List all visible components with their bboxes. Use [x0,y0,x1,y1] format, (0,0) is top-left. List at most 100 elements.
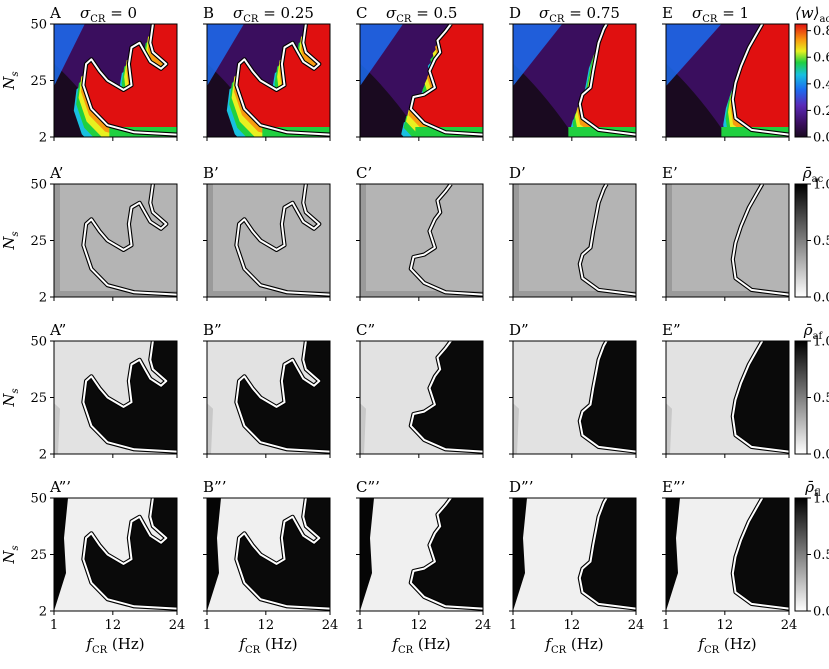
panel-cppp: C”’ 1 12 24 [356,478,491,633]
colorbar-gradient [794,23,808,138]
sigma-label: σCR = 0.25 [233,4,314,25]
y-tick-label: 2 [39,291,47,306]
panel-eppp: E”’ 1 12 24 [662,478,797,633]
contour-line [82,184,177,296]
y-tick-label: 2 [39,448,47,463]
y-axis-label: Ns [0,71,21,90]
panel-label: C”’ [356,478,380,496]
contour-line [578,498,636,610]
heatmap-blue-band [207,24,244,87]
x-tick-label: 12 [717,618,734,633]
panel-ep: E’ [662,164,790,301]
colorbar-0: 0.0 0.2 0.4 0.6 0.8⟨w⟩ac [794,4,829,146]
x-tick-label: 24 [475,618,492,633]
heatmap-edge [513,291,636,297]
panel-label: D”’ [509,478,533,496]
y-tick-label: 25 [30,548,47,563]
panel-label: A” [49,321,66,339]
panel-label: E [662,4,673,22]
contour-line [409,24,483,136]
y-tick-label: 2 [39,605,47,620]
panel-cpp: C” [356,321,484,458]
x-axis-label: fCR (Hz) [238,635,297,656]
heatmap-background [207,184,330,297]
heatmap-edge [207,184,213,297]
contour-line [578,341,636,453]
x-tick-label: 1 [662,618,670,633]
heatmap-left-band [54,403,60,454]
panel-ap: A’ 2 25 50 [30,164,178,306]
contour-line [409,341,483,453]
panel-label: C’ [356,164,372,182]
colorbar-3: 0.0 0.5 1.0ρ̄fl [794,478,829,620]
colorbar-label: ρ̄fl [804,478,821,499]
heatmap-edge [666,184,672,297]
colorbar-tick-label: 1.0 [813,178,829,193]
colorbar-tick-label: 0.0 [813,448,829,463]
sigma-label: σCR = 0.75 [539,4,620,25]
panel-label: E’ [662,164,678,182]
colorbar-tick-label: 0.0 [813,131,829,146]
heatmap-high-region [732,24,789,137]
x-tick-label: 24 [628,618,645,633]
heatmap-edge [360,184,366,297]
contour-line [409,184,483,296]
y-tick-label: 25 [30,234,47,249]
contour-line [235,24,330,136]
colorbar-tick-label: 0.8 [813,24,829,39]
y-tick-label: 50 [30,335,47,350]
heatmap-edge [207,291,330,297]
panel-label: E” [662,321,681,339]
contour-line [731,498,789,610]
panel-label: A’ [49,164,63,182]
y-tick-label: 25 [30,74,47,89]
colorbar-tick-label: 0.0 [813,291,829,306]
x-tick-label: 12 [564,618,581,633]
heatmap-low-region [666,63,728,137]
x-tick-label: 1 [356,618,364,633]
heatmap-left-band [513,403,519,454]
colorbar-tick-label: 0.5 [813,391,829,406]
colorbar-2: 0.0 0.5 1.0ρ̄af [794,321,829,463]
panel-label: B”’ [203,478,226,496]
colorbar-label: ρ̄ac [802,164,824,185]
panel-bppp: B”’ 1 12 24 [203,478,338,633]
axis-labels-layer: Ns Ns Ns fCR (Hz) fCR (Hz) fCR (Hz) fCR (Hz) fC… [0,71,757,656]
heatmap-left-band [666,403,672,454]
panel-label: D’ [509,164,526,182]
colorbar-tick-label: 0.6 [813,51,829,66]
contour-line [731,184,789,296]
contour-line [409,498,483,610]
contour-line [82,24,177,136]
heatmap-high-region [732,341,789,454]
colorbar-1: 0.0 0.5 1.0ρ̄ac [794,164,829,306]
heatmap-edge [513,184,519,297]
colorbar-tick-label: 0.0 [813,605,829,620]
colorbar-label: ρ̄af [803,321,824,342]
panel-label: C [356,4,367,22]
heatmap-background [513,184,636,297]
x-tick-label: 24 [169,618,186,633]
panel-appp: A”’ 2 25 50 1 12 24 [30,478,185,633]
colorbar-gradient [794,497,808,612]
heatmap-high-region [579,24,636,137]
heatmap-left-band [513,498,527,611]
x-tick-label: 1 [50,618,58,633]
heatmap-high-region [579,498,636,611]
panel-label: B” [203,321,222,339]
colorbar-label: ⟨w⟩ac [795,4,829,25]
x-axis-label: fCR (Hz) [391,635,450,656]
panel-dp: D’ [509,164,637,301]
heatmap-blue-band [360,24,404,87]
contour-line [82,498,177,610]
y-tick-label: 25 [30,391,47,406]
y-tick-label: 50 [30,18,47,33]
heatmap-edge [360,291,483,297]
y-axis-label: Ns [0,388,21,407]
colorbar-gradient [794,340,808,455]
colorbar-tick-label: 1.0 [813,335,829,350]
x-tick-label: 12 [258,618,275,633]
y-axis-label: Ns [0,231,21,250]
